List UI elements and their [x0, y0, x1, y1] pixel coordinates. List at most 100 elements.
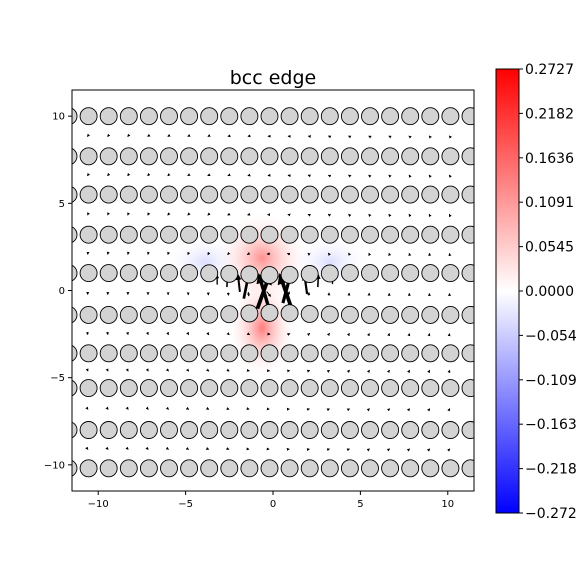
atom	[72, 379, 78, 397]
atom	[72, 421, 78, 439]
atom	[320, 107, 339, 126]
atom	[79, 379, 98, 398]
colorbar-tick-label: −0.0545	[525, 328, 576, 344]
atom	[280, 265, 299, 284]
atom	[401, 185, 420, 204]
atom	[461, 264, 474, 283]
atom	[139, 185, 158, 204]
atom	[220, 379, 239, 398]
atom	[461, 379, 474, 398]
displacement-arrow	[207, 173, 211, 177]
atom	[119, 344, 138, 363]
atom	[139, 379, 158, 398]
atom	[421, 379, 440, 398]
atom	[119, 421, 138, 439]
displacement-arrow	[406, 408, 410, 412]
atom	[320, 147, 339, 166]
atom	[300, 147, 319, 166]
atom	[200, 107, 219, 126]
displacement-arrow	[366, 408, 370, 412]
displacement-arrow	[147, 212, 151, 216]
x-tick-label: −5	[178, 499, 193, 510]
colorbar-tick-label: −0.1091	[525, 373, 576, 389]
colorbar-tick-label: −0.2182	[525, 462, 576, 478]
y-tick-label: −10	[44, 460, 65, 471]
atom	[160, 379, 178, 398]
colorbar-tick-label: 0.0545	[525, 240, 574, 256]
atom	[200, 225, 219, 244]
atom	[200, 147, 219, 166]
atom	[79, 107, 98, 126]
displacement-arrow	[426, 448, 431, 452]
atom	[220, 305, 239, 324]
core-displacement-arrow	[315, 274, 321, 288]
displacement-arrow	[366, 332, 370, 337]
atom	[401, 344, 420, 363]
atom	[119, 107, 138, 126]
atom	[72, 460, 78, 477]
atom	[240, 185, 259, 204]
atom	[180, 185, 199, 204]
displacement-arrow	[246, 252, 251, 256]
displacement-arrow	[366, 448, 370, 452]
displacement-arrow	[386, 448, 391, 452]
colorbar-tick-label: 0.1636	[525, 151, 574, 167]
atom	[99, 147, 118, 166]
atom	[240, 265, 259, 284]
displacement-arrow	[105, 446, 109, 450]
atom	[119, 379, 138, 398]
displacement-arrow	[327, 252, 331, 256]
atom	[260, 303, 279, 322]
atom	[220, 107, 239, 126]
displacement-arrow	[407, 369, 411, 374]
atom	[361, 225, 379, 244]
x-axis: −10 −5 0 5 10	[88, 491, 454, 510]
displacement-arrow	[307, 213, 311, 217]
atom	[79, 344, 98, 363]
atom	[280, 459, 299, 478]
atom	[72, 264, 78, 282]
atom	[119, 305, 138, 324]
atom	[99, 379, 118, 398]
atom	[441, 264, 460, 283]
displacement-arrow	[286, 252, 291, 256]
atom	[79, 421, 98, 439]
displacement-arrow	[226, 368, 230, 372]
displacement-arrow	[247, 212, 251, 216]
atom	[361, 147, 379, 166]
atom	[401, 379, 420, 398]
atom	[361, 459, 379, 478]
atom	[139, 305, 158, 324]
atom	[300, 265, 319, 283]
atom	[240, 379, 259, 398]
atom	[200, 421, 219, 439]
atom	[72, 345, 78, 362]
atom	[340, 225, 359, 244]
colorbar-tick-label: −0.2727	[525, 506, 576, 522]
atom	[381, 459, 400, 478]
atom	[200, 379, 219, 398]
atom	[280, 185, 299, 204]
colorbar-tick-label: 0.0000	[525, 284, 574, 300]
displacement-arrow	[206, 368, 210, 372]
x-tick-label: 10	[441, 499, 454, 510]
displacement-arrow	[187, 173, 191, 177]
displacement-arrow	[186, 331, 190, 336]
atom	[260, 421, 279, 439]
atom	[72, 107, 78, 125]
atom	[320, 379, 339, 398]
atom	[401, 107, 420, 126]
atom	[72, 186, 78, 203]
colorbar: 0.2727 0.2182 0.1636 0.1091 0.0545 0.0000 −0.0…	[495, 62, 576, 522]
displacement-arrow	[388, 213, 392, 218]
displacement-arrow	[408, 135, 412, 139]
atom	[340, 185, 359, 204]
atom	[280, 147, 299, 166]
atom	[340, 264, 359, 283]
atom	[180, 264, 199, 283]
atom	[72, 306, 78, 324]
atom	[99, 459, 118, 478]
atom	[461, 344, 474, 363]
atom	[421, 459, 440, 478]
atom	[361, 421, 379, 439]
